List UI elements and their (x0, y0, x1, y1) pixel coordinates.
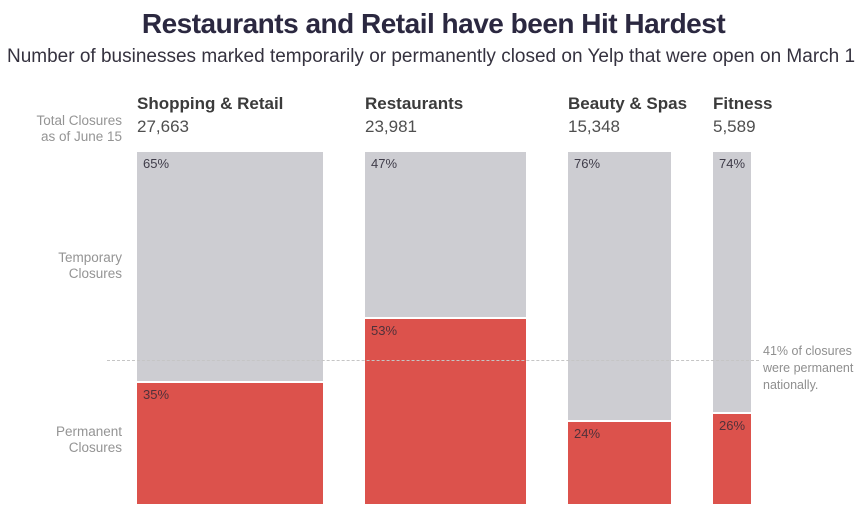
permanent-pct-label-beauty-spas: 24% (574, 426, 601, 441)
row-label-total-closures: Total Closures as of June 15 (36, 113, 122, 144)
temporary-closures-segment-shopping-retail: 65% (137, 152, 323, 381)
row-label-permanent-closures: Permanent Closures (55, 424, 122, 455)
permanent-pct-label-restaurants: 53% (371, 323, 398, 338)
stacked-bar-restaurants: 47% 53% (365, 152, 526, 504)
column-shopping-retail: Shopping & Retail 27,663 65% 35% (137, 94, 323, 504)
column-fitness: Fitness 5,589 74% 26% (713, 94, 773, 504)
stacked-bar-fitness: 74% 26% (713, 152, 751, 504)
temporary-pct-label-fitness: 74% (719, 156, 746, 171)
permanent-closures-segment-beauty-spas: 24% (568, 420, 671, 504)
column-title-beauty-spas: Beauty & Spas (568, 94, 688, 113)
column-beauty-spas: Beauty & Spas 15,348 76% 24% (568, 94, 687, 504)
permanent-closures-segment-shopping-retail: 35% (137, 381, 323, 504)
column-total-restaurants: 23,981 (365, 117, 417, 136)
permanent-pct-label-fitness: 26% (719, 418, 746, 433)
temporary-pct-label-beauty-spas: 76% (574, 156, 601, 171)
temporary-closures-segment-beauty-spas: 76% (568, 152, 671, 420)
permanent-pct-label-shopping-retail: 35% (143, 387, 170, 402)
permanent-closures-segment-fitness: 26% (713, 412, 751, 504)
column-total-beauty-spas: 15,348 (568, 117, 620, 136)
column-total-shopping-retail: 27,663 (137, 117, 189, 136)
permanent-closures-segment-restaurants: 53% (365, 317, 526, 504)
temporary-closures-segment-fitness: 74% (713, 152, 751, 412)
column-total-fitness: 5,589 (713, 117, 756, 136)
column-title-restaurants: Restaurants (365, 94, 464, 113)
stacked-bar-shopping-retail: 65% 35% (137, 152, 323, 504)
temporary-pct-label-shopping-retail: 65% (143, 156, 170, 171)
column-title-shopping-retail: Shopping & Retail (137, 94, 284, 113)
row-label-temporary-closures: Temporary Closures (58, 250, 122, 281)
national-average-reference-line (107, 360, 759, 361)
chart-title: Restaurants and Retail have been Hit Har… (141, 8, 726, 39)
column-restaurants: Restaurants 23,981 47% 53% (365, 94, 526, 504)
column-title-fitness: Fitness (713, 94, 773, 113)
stacked-bar-beauty-spas: 76% 24% (568, 152, 671, 504)
temporary-closures-segment-restaurants: 47% (365, 152, 526, 317)
temporary-pct-label-restaurants: 47% (371, 156, 398, 171)
reference-line-annotation: 41% of closures were permanent nationall… (763, 344, 854, 392)
chart-subtitle: Number of businesses marked temporarily … (7, 46, 856, 67)
